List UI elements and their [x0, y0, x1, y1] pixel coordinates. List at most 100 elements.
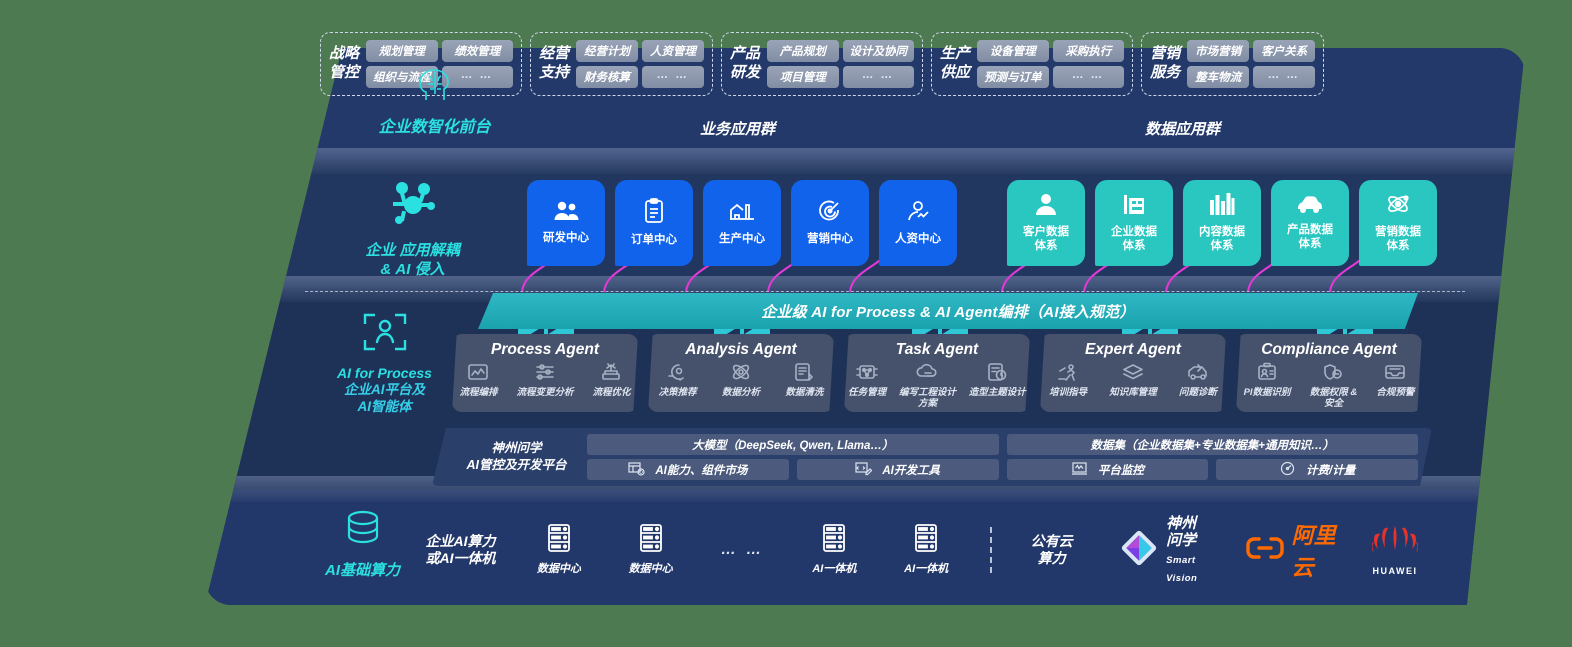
agent-capability-label: 数据分析 [721, 387, 760, 399]
agent-capability-label: 任务管理 [848, 387, 887, 399]
component-market-icon [628, 461, 645, 479]
agent-capability[interactable]: 培训指导 [1049, 362, 1087, 399]
group-tag[interactable]: 绩效管理 [441, 40, 514, 62]
group-tag[interactable]: 市场营销 [1187, 40, 1250, 62]
infra-node-4[interactable]: AI一体机 [880, 523, 972, 577]
agent-capability-label: 问题诊断 [1178, 387, 1217, 399]
vendor-name: 神州问学 [1166, 514, 1197, 550]
app-card-label: 营销数据 体系 [1375, 226, 1421, 252]
huawei-logo [1371, 525, 1419, 564]
vendor-shenzhou-wenxue[interactable]: 神州问学 Smart Vision [1119, 515, 1209, 585]
platform-cell-billing[interactable]: 计费/计量 [1216, 459, 1418, 480]
platform-cell-dev-tools[interactable]: AI开发工具 [796, 459, 999, 480]
app-card-企业数据-体系[interactable]: 企业数据 体系 [1095, 180, 1173, 266]
shenzhou-wenxue-logo [1119, 528, 1159, 573]
vendor-aliyun[interactable]: 阿里云 [1245, 518, 1336, 582]
platform-cell-component-market[interactable]: AI能力、组件市场 [587, 459, 789, 480]
platform-large-model-bar: 大模型（DeepSeek, Qwen, Llama…） [587, 434, 999, 455]
group-tag[interactable]: … … [1052, 66, 1125, 88]
app-card-订单中心[interactable]: 订单中心 [615, 180, 693, 266]
group-tag[interactable]: … … [441, 66, 514, 88]
app-card-label: 产品数据 体系 [1287, 224, 1333, 250]
agent-capability[interactable]: 数据分析 [722, 362, 760, 399]
shield-link-icon [1322, 362, 1344, 385]
diagnose-icon [1186, 362, 1210, 385]
agent-capabilities: 决策推荐 数据分析 数据清洗 [648, 362, 834, 399]
agent-capability[interactable]: 决策推荐 [659, 362, 697, 399]
infra-node-3[interactable]: AI一体机 [788, 523, 880, 577]
platform-cell-label: AI开发工具 [882, 464, 940, 477]
group-tag[interactable]: 整车物流 [1187, 66, 1250, 88]
agent-capability[interactable]: 流程编排 [459, 362, 498, 399]
agent-capability[interactable]: 流程变更分析 [516, 362, 574, 399]
cloud-vendor-logos: 神州问学 Smart Vision 阿里云 HUAWEI [1119, 515, 1419, 585]
agent-card-task-agent[interactable]: Task Agent 任务管理 编写工程设计方案 造型主题设计 [844, 334, 1030, 412]
agent-capability[interactable]: 知识库管理 [1109, 362, 1157, 399]
app-card-营销数据-体系[interactable]: 营销数据 体系 [1359, 180, 1437, 266]
agent-title: Analysis Agent [685, 341, 797, 358]
group-title: 产品 研发 [730, 45, 761, 81]
group-tag[interactable]: 财务核算 [576, 66, 639, 88]
agent-capability[interactable]: PI数据识别 [1244, 362, 1291, 409]
group-tag[interactable]: 预测与订单 [977, 66, 1049, 88]
rail-sublabel-ai-platform: 企业AI平台及 AI智能体 [344, 382, 425, 414]
agent-capability-label: 决策推荐 [658, 387, 697, 399]
rail-label-app-decoupling: 企业 应用解耦 & AI 侵入 [365, 241, 460, 278]
group-tag[interactable]: 采购执行 [1052, 40, 1125, 62]
agent-capability[interactable]: 流程优化 [592, 362, 631, 399]
front-office-group-2: 产品 研发 产品规划 设计及协同 项目管理… … [721, 32, 924, 96]
app-card-人资中心[interactable]: 人资中心 [879, 180, 957, 266]
business-group-heading: 业务应用群 [700, 121, 776, 138]
alert-box-icon [1384, 362, 1406, 385]
group-tag[interactable]: 规划管理 [366, 40, 438, 62]
group-tag[interactable]: … … [1253, 66, 1316, 88]
public-cloud-title: 公有云 算力 [1010, 533, 1093, 568]
app-card-生产中心[interactable]: 生产中心 [703, 180, 781, 266]
app-card-营销中心[interactable]: 营销中心 [791, 180, 869, 266]
public-cloud-label: 公有云 算力 [1030, 532, 1073, 567]
platform-cell-label: AI能力、组件市场 [655, 464, 748, 477]
group-tags: 产品规划 设计及协同 项目管理… … [767, 40, 915, 88]
agent-capability[interactable]: 数据权限 & 安全 [1310, 362, 1357, 409]
agent-card-expert-agent[interactable]: Expert Agent 培训指导 知识库管理 问题诊断 [1040, 334, 1226, 412]
group-tag[interactable]: 经营计划 [576, 40, 639, 62]
agent-capability[interactable]: 合规预警 [1376, 362, 1414, 409]
front-office-group-4: 营销 服务 市场营销 客户关系 整车物流… … [1141, 32, 1325, 96]
infra-node-0[interactable]: 数据中心 [513, 523, 605, 577]
app-card-客户数据-体系[interactable]: 客户数据 体系 [1007, 180, 1085, 266]
agent-capability[interactable]: 编写工程设计方案 [898, 362, 956, 409]
infrastructure-row: 企业AI算力 或AI一体机 数据中心 数据中心 … … AI一体机 AI一体机 公有云 算力… [258, 505, 1419, 595]
group-tag[interactable]: 人资管理 [642, 40, 705, 62]
gauge-icon [1279, 461, 1296, 479]
agent-card-compliance-agent[interactable]: Compliance Agent PI数据识别 数据权限 & 安全 合规预警 [1236, 334, 1422, 412]
platform-label: 神州问学 AI管控及开发平台 [466, 441, 567, 472]
group-tag[interactable]: 客户关系 [1253, 40, 1316, 62]
vendor-huawei[interactable]: HUAWEI [1371, 525, 1419, 576]
agent-capability[interactable]: 数据清洗 [785, 362, 823, 399]
app-card-内容数据-体系[interactable]: 内容数据 体系 [1183, 180, 1261, 266]
content-bars-icon [1209, 192, 1235, 221]
platform-cell-monitoring[interactable]: 平台监控 [1006, 459, 1209, 480]
group-tag[interactable]: 设备管理 [977, 40, 1049, 62]
app-card-产品数据-体系[interactable]: 产品数据 体系 [1271, 180, 1349, 266]
group-tag[interactable]: 产品规划 [767, 40, 839, 62]
group-tag[interactable]: 设计及协同 [842, 40, 915, 62]
group-tag[interactable]: 项目管理 [767, 66, 839, 88]
rail-label-ai-for-process: AI for Process [337, 364, 432, 381]
infra-node-1[interactable]: 数据中心 [605, 523, 697, 577]
agent-card-analysis-agent[interactable]: Analysis Agent 决策推荐 数据分析 数据清洗 [648, 334, 834, 412]
platform-cell-label: 平台监控 [1097, 464, 1144, 477]
platform-dataset-bar: 数据集（企业数据集+专业数据集+通用知识…） [1006, 434, 1418, 455]
agent-capability[interactable]: 任务管理 [848, 362, 886, 409]
agent-capabilities: 培训指导 知识库管理 问题诊断 [1040, 362, 1226, 399]
platform-cell-label: 计费/计量 [1306, 464, 1356, 477]
agent-capability[interactable]: 造型主题设计 [969, 362, 1026, 409]
group-tag[interactable]: … … [642, 66, 705, 88]
app-card-研发中心[interactable]: 研发中心 [527, 180, 605, 266]
group-tag[interactable]: … … [842, 66, 915, 88]
factory-icon [729, 199, 755, 228]
rail-item-ai-compute: AI基础算力 [245, 508, 480, 581]
ai-orchestration-banner: 企业级 AI for Process & AI Agent编排（AI接入规范） [478, 293, 1418, 329]
agent-capability[interactable]: 问题诊断 [1179, 362, 1217, 399]
dev-tools-icon [855, 461, 873, 479]
